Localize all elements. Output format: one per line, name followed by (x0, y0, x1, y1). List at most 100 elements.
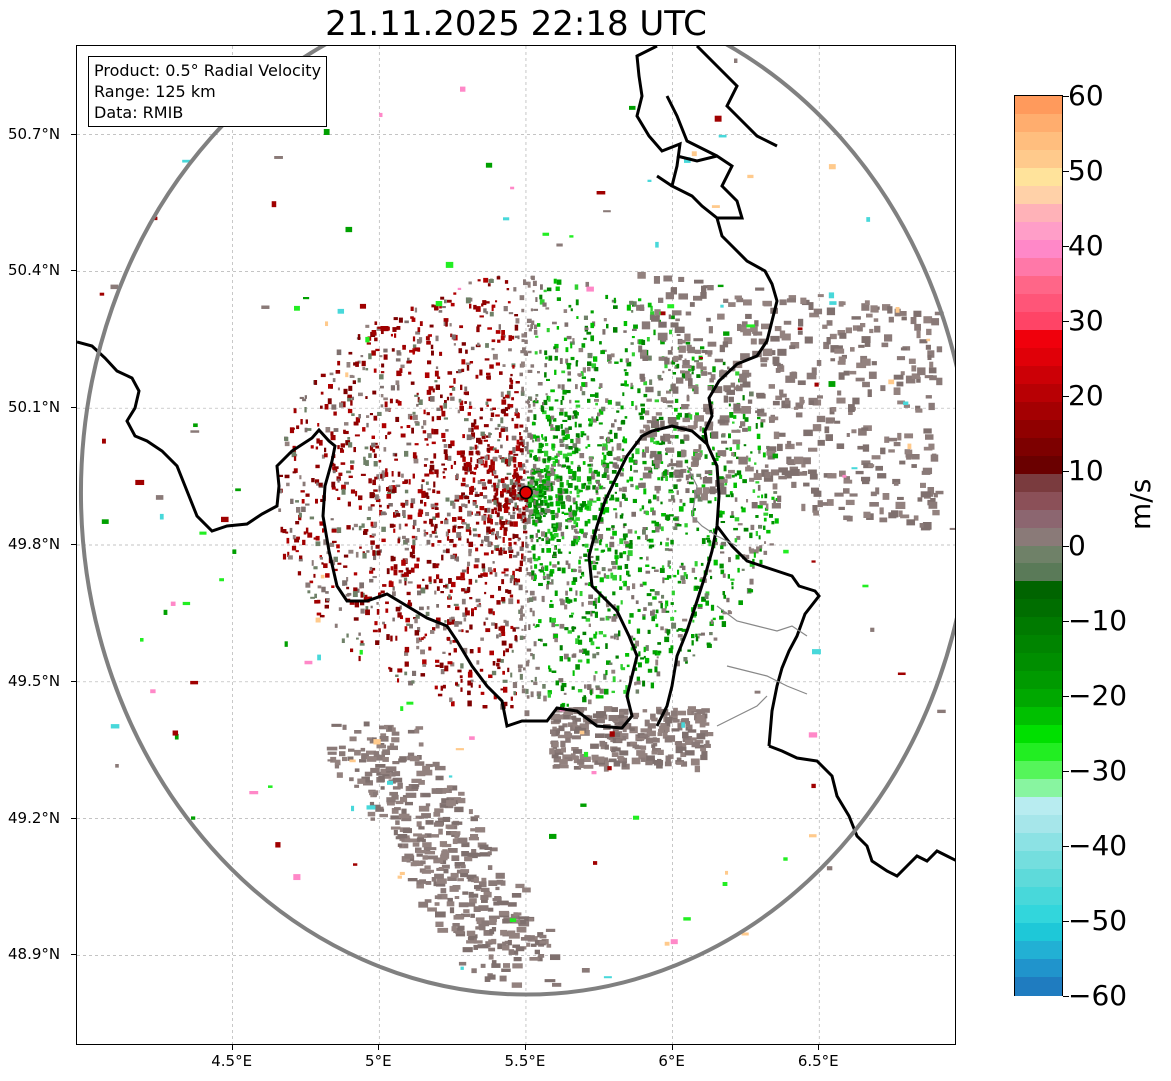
echo-gate (583, 553, 588, 557)
echo-gate (737, 323, 742, 332)
echo-gate (430, 503, 435, 508)
echo-gate (660, 501, 663, 505)
echo-gate (861, 427, 869, 431)
echo-gate (557, 522, 563, 528)
echo-gate (488, 433, 492, 436)
echo-gate (400, 502, 404, 506)
echo-gate (345, 226, 353, 233)
echo-gate (354, 784, 360, 788)
echo-gate (522, 887, 531, 893)
echo-gate (193, 423, 198, 428)
echo-gate (320, 574, 325, 579)
echo-gate (590, 718, 598, 725)
echo-gate (355, 551, 359, 558)
echo-gate (570, 356, 575, 361)
echo-gate (314, 600, 319, 604)
echo-gate (553, 278, 557, 284)
echo-gate (660, 723, 667, 730)
echo-gate (443, 468, 447, 471)
echo-gate (619, 586, 623, 590)
echo-gate (503, 568, 509, 572)
echo-gate (380, 590, 385, 594)
echo-gate (868, 371, 877, 379)
echo-gate (314, 479, 320, 484)
echo-gate (557, 548, 561, 553)
echo-gate (321, 562, 324, 565)
echo-gate (532, 290, 535, 293)
echo-gate (460, 966, 464, 970)
echo-gate (579, 528, 584, 534)
echo-gate (596, 528, 600, 531)
echo-gate (409, 755, 420, 762)
echo-gate (375, 764, 386, 768)
echo-gate (523, 530, 528, 534)
echo-gate (460, 679, 463, 683)
echo-gate (315, 617, 321, 623)
echo-gate (289, 427, 295, 434)
echo-gate (475, 464, 479, 469)
colorbar-tick-label: 20 (1068, 379, 1104, 412)
echo-gate (578, 423, 582, 428)
echo-gate (480, 637, 484, 641)
echo-gate (565, 429, 570, 434)
echo-gate (613, 457, 618, 461)
echo-gate (567, 417, 572, 421)
echo-gate (374, 754, 386, 761)
echo-gate (852, 325, 860, 331)
echo-gate (571, 612, 575, 615)
echo-gate (590, 641, 595, 646)
echo-gate (740, 353, 750, 361)
echo-gate (569, 490, 573, 494)
echo-gate (755, 410, 759, 414)
echo-gate (636, 628, 641, 634)
colorbar-tick-label: 50 (1068, 154, 1104, 187)
echo-gate (855, 470, 864, 475)
echo-gate (552, 564, 557, 568)
echo-gate (459, 325, 464, 329)
echo-gate (404, 651, 409, 656)
echo-gate (375, 808, 385, 812)
echo-gate (483, 439, 489, 442)
echo-gate (450, 464, 453, 470)
echo-gate (893, 374, 904, 380)
echo-gate (771, 503, 781, 509)
echo-gate (488, 529, 493, 534)
echo-gate (710, 374, 716, 380)
echo-gate (411, 317, 416, 322)
echo-gate (489, 408, 494, 411)
echo-gate (447, 455, 452, 461)
echo-gate (654, 569, 659, 572)
echo-gate (605, 294, 609, 300)
echo-gate (163, 609, 168, 615)
echo-gate (364, 771, 373, 777)
echo-gate (615, 738, 622, 743)
echo-gate (390, 333, 394, 337)
echo-gate (444, 299, 447, 304)
echo-gate (632, 328, 637, 331)
echo-gate (599, 711, 607, 716)
echo-gate (656, 656, 659, 659)
echo-gate (380, 404, 384, 408)
echo-gate (767, 455, 775, 460)
echo-gate (468, 281, 472, 285)
echo-gate (566, 465, 570, 468)
echo-gate (354, 768, 360, 772)
echo-gate (375, 498, 381, 503)
echo-gate (431, 416, 435, 422)
echo-gate (513, 453, 519, 456)
echo-gate (347, 501, 351, 507)
echo-gate (401, 502, 406, 508)
echo-gate (596, 416, 599, 422)
echo-gate (638, 482, 646, 488)
radar-map[interactable] (76, 45, 956, 1045)
echo-gate (687, 649, 691, 652)
echo-gate (852, 397, 860, 405)
echo-gate (816, 360, 822, 366)
echo-gate (538, 494, 544, 498)
echo-gate (685, 488, 690, 494)
echo-gate (398, 523, 402, 530)
echo-gate (773, 362, 781, 367)
echo-gate (699, 721, 706, 728)
echo-gate (535, 478, 540, 482)
echo-gate (549, 833, 557, 839)
